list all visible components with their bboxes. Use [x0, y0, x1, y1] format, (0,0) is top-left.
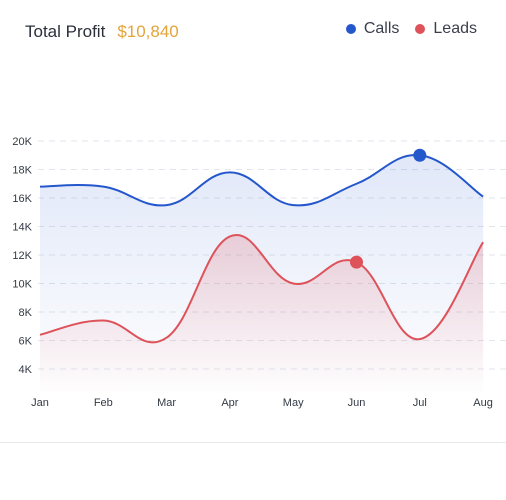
- legend-dot-leads: [415, 24, 426, 34]
- y-tick-label: 12K: [12, 250, 32, 262]
- series-line-leads: [39, 234, 484, 344]
- x-axis-ticks: Jan Feb Mar Apr May Jun Jul Aug: [31, 397, 493, 409]
- data-point-leads[interactable]: [350, 255, 363, 269]
- x-tick-label: Apr: [221, 397, 238, 409]
- legend-label-calls: Calls: [363, 20, 400, 37]
- y-tick-label: 4K: [19, 364, 33, 376]
- x-tick-label: May: [283, 397, 304, 409]
- y-tick-label: 10K: [12, 279, 32, 291]
- x-tick-label: Jul: [413, 397, 427, 409]
- chart-legend: Calls Leads: [330, 20, 477, 38]
- y-tick-label: 16K: [12, 193, 32, 205]
- y-tick-label: 18K: [12, 165, 32, 177]
- x-tick-label: Jan: [31, 397, 49, 409]
- x-tick-label: Aug: [473, 397, 493, 409]
- y-tick-label: 8K: [19, 307, 33, 319]
- y-tick-label: 14K: [12, 222, 32, 234]
- series-line-calls: [39, 154, 484, 207]
- data-point-calls[interactable]: [413, 148, 427, 162]
- bottom-divider: [0, 442, 506, 443]
- y-tick-label: 6K: [19, 336, 33, 348]
- chart-header: Total Profit $10,840: [25, 22, 179, 42]
- legend-item-calls[interactable]: Calls: [345, 20, 400, 38]
- legend-label-leads: Leads: [433, 20, 477, 37]
- area-chart: 4K 6K 8K 10K 12K 14K 16K 18K 20K Jan Feb Mar Apr May…: [12, 136, 506, 409]
- legend-dot-calls: [345, 24, 356, 34]
- series-area-leads: [40, 235, 484, 395]
- total-profit-value: $10,840: [117, 22, 179, 41]
- y-axis-ticks: 4K 6K 8K 10K 12K 14K 16K 18K 20K: [12, 136, 32, 376]
- y-tick-label: 20K: [12, 136, 32, 148]
- x-tick-label: Mar: [157, 397, 176, 409]
- x-tick-label: Jun: [348, 397, 366, 409]
- x-tick-label: Feb: [94, 397, 113, 409]
- legend-item-leads[interactable]: Leads: [415, 20, 477, 38]
- plot-area: [39, 148, 484, 395]
- total-profit-label: Total Profit: [25, 22, 106, 41]
